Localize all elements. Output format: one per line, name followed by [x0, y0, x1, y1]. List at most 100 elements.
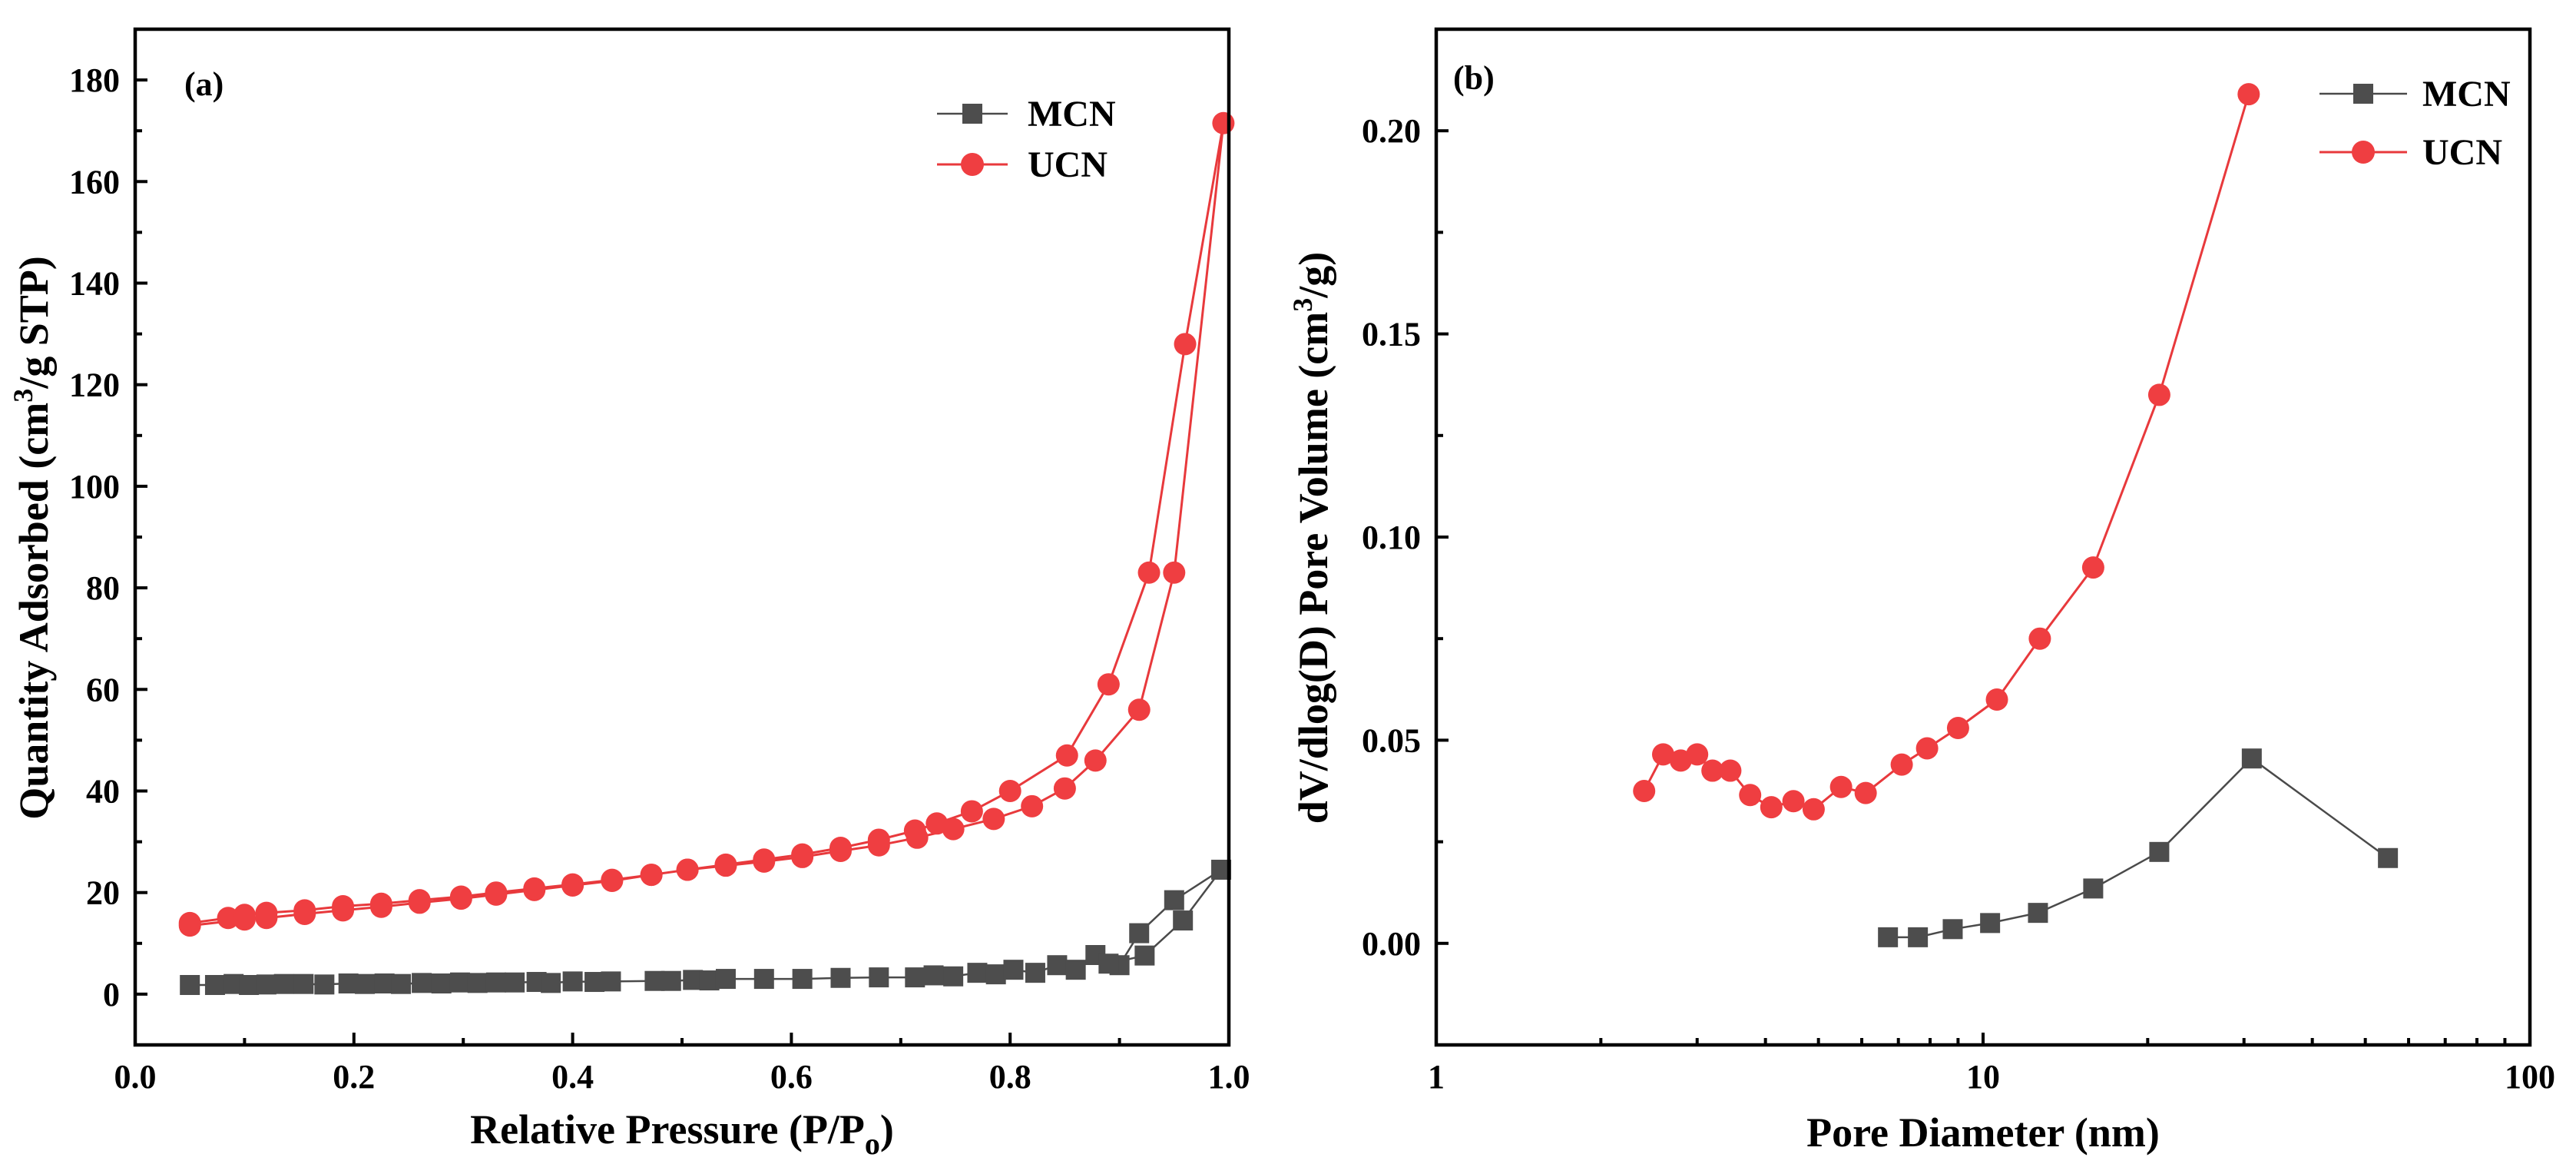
panel-a-ucn-point — [233, 908, 256, 931]
panel-a-mcn-point — [1025, 963, 1045, 983]
panel-a-y-tick-label: 160 — [69, 163, 120, 201]
panel-b-legend-mcn-label: MCN — [2422, 74, 2511, 114]
panel-a-chart: 0.0 0.2 0.4 0.6 0.8 1.0 0 20 40 60 80 100 120 140 160 1… — [8, 27, 1250, 1161]
panel-b-ucn-point — [1686, 743, 1709, 766]
panel-b-ucn-point — [1985, 688, 2008, 711]
panel-b-series — [1633, 83, 2399, 947]
panel-a-ucn-point — [1137, 561, 1161, 584]
panel-a-y-axis-title-sup: 3 — [8, 389, 38, 403]
panel-a-ucn-point — [714, 854, 737, 877]
panel-a-ucn-point — [561, 874, 584, 897]
panel-b-ucn-point — [2081, 556, 2104, 579]
panel-a-ucn-point — [408, 891, 431, 914]
panel-a-ucn-point — [178, 914, 201, 937]
panel-a-ucn-point — [942, 817, 965, 841]
panel-a-ucn-point — [601, 869, 624, 892]
panel-a-ucn-point — [293, 902, 316, 925]
panel-a-y-axis-title-rest: /g STP) — [11, 256, 57, 390]
panel-b-ucn-point — [1915, 737, 1939, 760]
panel-a-y-tick-label: 20 — [86, 874, 120, 912]
panel-a-mcn-point — [412, 973, 432, 993]
panel-b-y-axis-title-main: dV/dlog(D) Pore Volume (cm — [1290, 312, 1336, 824]
panel-b-y-tick-label: 0.20 — [1362, 112, 1421, 150]
panel-a-ucn-point — [1174, 333, 1197, 356]
panel-a-mcn-point — [1173, 910, 1194, 931]
panel-a-mcn-point — [1129, 923, 1150, 944]
panel-a-mcn-point — [967, 963, 988, 983]
panel-b-ucn-point — [2028, 627, 2051, 650]
panel-a-x-tick-label: 0.8 — [989, 1058, 1031, 1096]
panel-a-ucn-point — [1212, 111, 1235, 134]
panel-a-x-tick-label: 0.2 — [333, 1058, 375, 1096]
panel-a-mcn-point — [256, 974, 276, 995]
panel-a-x-tick-label: 0.4 — [551, 1058, 594, 1096]
panel-b-mcn-point — [1980, 913, 2001, 934]
panel-a-x-axis-title: Relative Pressure (P/Po) — [470, 1106, 894, 1161]
panel-a-ucn-point — [998, 780, 1021, 802]
panel-b-ucn-point — [1890, 753, 1913, 776]
panel-a-x-axis-title-close: ) — [880, 1106, 894, 1152]
panel-a-y-tick-label: 80 — [86, 569, 120, 607]
panel-b-ucn-point — [1633, 780, 1656, 802]
panel-b-y-axis-title-rest: /g) — [1290, 252, 1336, 299]
panel-a-legend-ucn-label: UCN — [1028, 144, 1108, 185]
panel-b-legend-ucn-label: UCN — [2422, 132, 2502, 173]
panel-a-x-tick-label: 1.0 — [1208, 1058, 1250, 1096]
panel-a-mcn-point — [1098, 953, 1119, 974]
panel-a-mcn-point — [661, 970, 681, 991]
panel-b-ucn-point — [1760, 796, 1783, 819]
panel-a-mcn-point — [391, 973, 412, 994]
panel-a-mcn-point — [1164, 890, 1184, 910]
panel-a-mcn-point — [715, 969, 736, 990]
panel-b-x-tick-label: 10 — [1966, 1058, 2000, 1096]
panel-a-x-axis-title-sub: o — [865, 1126, 880, 1161]
panel-a-ucn-point — [1127, 698, 1151, 721]
panel-a-mcn-point — [541, 973, 561, 993]
panel-b-mcn-point — [2028, 903, 2048, 924]
panel-b-mcn-point — [2241, 748, 2262, 769]
panel-a-ucn-point — [1021, 794, 1044, 817]
panel-a-mcn-point — [239, 975, 260, 996]
panel-a-ucn-point — [982, 808, 1005, 831]
panel-b-ucn-point — [1946, 717, 1969, 740]
panel-a-y-tick-label: 60 — [86, 671, 120, 708]
panel-a-mcn-point — [1134, 945, 1155, 966]
panel-a-ucn-point — [1163, 561, 1186, 584]
panel-a-legend-mcn-label: MCN — [1028, 94, 1116, 134]
panel-a-ucn-point — [1097, 673, 1120, 696]
panel-a-mcn-point — [1065, 960, 1086, 980]
panel-b-mcn-point — [1878, 927, 1899, 947]
panel-a-ucn-point — [485, 883, 508, 906]
panel-a-y-tick-label: 180 — [69, 61, 120, 99]
panel-a-x-axis-title-main: Relative Pressure (P/P — [470, 1106, 865, 1152]
panel-b-chart: 1 10 100 0.00 0.05 0.10 0.15 0.20 (b) Pore Diam… — [1287, 27, 2555, 1156]
panel-a-mcn-point — [1003, 960, 1024, 980]
panel-a-ucn-point — [829, 839, 852, 862]
panel-b-y-tick-label: 0.10 — [1362, 519, 1421, 556]
panel-a-mcn-point — [505, 972, 525, 993]
panel-a-ucn-point — [369, 895, 392, 918]
panel-a-ucn-line — [190, 123, 1225, 927]
panel-b-ucn-point — [1802, 798, 1825, 821]
panel-a-mcn-point — [923, 965, 944, 986]
panel-b-ucn-point — [1782, 790, 1805, 813]
panel-a-y-axis-title: Quantity Adsorbed (cm3/g STP) — [8, 256, 57, 820]
panel-a-mcn-point — [431, 973, 452, 994]
panel-a-ucn-point — [867, 834, 890, 857]
panel-a-mcn-point — [273, 973, 294, 994]
panel-a-ucn-point — [791, 845, 814, 868]
panel-b-mcn-point — [2083, 878, 2104, 899]
panel-a-mcn-point — [985, 964, 1006, 985]
panel-b-mcn-point — [1908, 927, 1929, 947]
panel-a-label: (a) — [184, 65, 223, 103]
panel-b-mcn-point — [2378, 847, 2399, 868]
panel-b-y-axis-title: dV/dlog(D) Pore Volume (cm3/g) — [1287, 252, 1336, 824]
panel-a-mcn-point — [180, 975, 200, 996]
panel-b-ucn-point — [1651, 743, 1674, 766]
panel-b-x-axis-title: Pore Diameter (nm) — [1806, 1109, 2160, 1156]
panel-a-y-tick-label: 120 — [69, 366, 120, 404]
panel-b-y-tick-label: 0.00 — [1362, 925, 1421, 963]
panel-a-legend-mcn-marker — [962, 104, 982, 124]
panel-a-mcn-point — [830, 967, 851, 988]
panel-b-ticks: 1 10 100 0.00 0.05 0.10 0.15 0.20 — [1362, 28, 2555, 1096]
